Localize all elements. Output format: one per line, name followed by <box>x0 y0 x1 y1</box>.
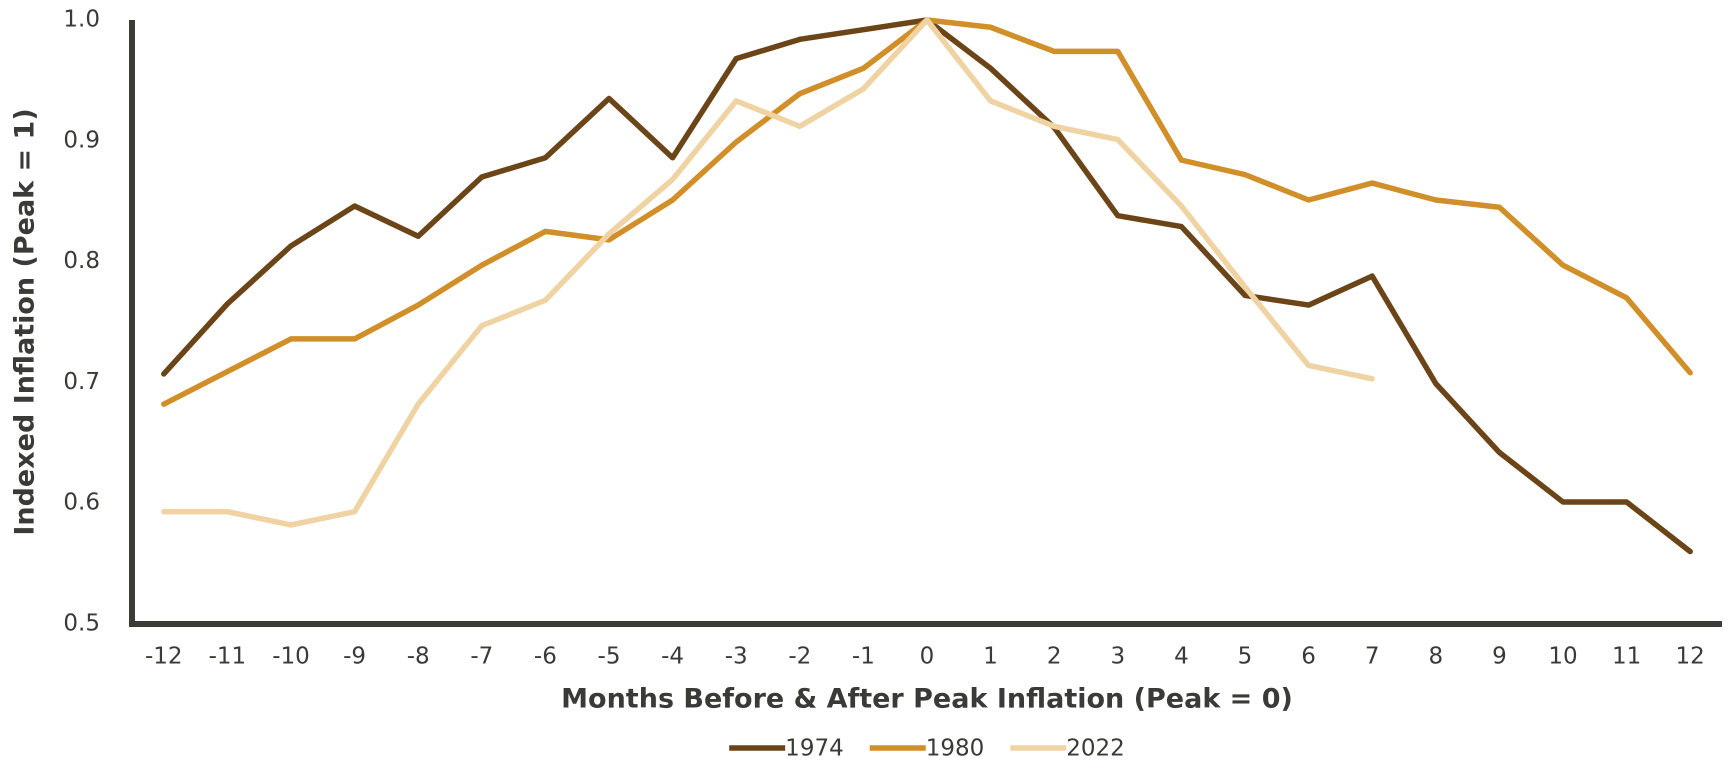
x-tick-label: -3 <box>725 644 748 670</box>
x-tick-label: -9 <box>343 644 366 670</box>
legend-label: 1974 <box>785 736 844 761</box>
y-tick-label: 0.6 <box>63 490 100 516</box>
x-tick-label: -8 <box>407 644 430 670</box>
x-tick-label: 12 <box>1676 644 1705 670</box>
x-tick-label: -4 <box>661 644 684 670</box>
line-series <box>161 17 1693 407</box>
y-axis-title: Indexed Inflation (Peak = 1) <box>10 108 41 535</box>
x-tick-label: -10 <box>272 644 310 670</box>
y-tick-label: 0.9 <box>63 127 100 153</box>
x-tick-label: -6 <box>534 644 557 670</box>
x-tick-label: 5 <box>1238 644 1253 670</box>
x-tick-label: 2 <box>1047 644 1062 670</box>
x-tick-label: -2 <box>788 644 811 670</box>
x-tick-label: 4 <box>1174 644 1189 670</box>
x-tick-label: -5 <box>598 644 621 670</box>
x-tick-label: 7 <box>1365 644 1380 670</box>
x-tick-label: 8 <box>1428 644 1443 670</box>
x-tick-label: 9 <box>1492 644 1507 670</box>
line-series <box>161 17 1693 555</box>
x-axis-title: Months Before & After Peak Inflation (Pe… <box>561 684 1293 715</box>
y-tick-label: 1.0 <box>63 7 100 33</box>
x-tick-label: -1 <box>852 644 875 670</box>
x-tick-label: 10 <box>1548 644 1577 670</box>
legend-label: 2022 <box>1066 736 1125 761</box>
x-tick-label: -11 <box>209 644 247 670</box>
x-tick-label: 0 <box>920 644 935 670</box>
x-tick-label: -12 <box>145 644 183 670</box>
x-tick-label: 3 <box>1110 644 1125 670</box>
y-tick-label: 0.8 <box>63 248 100 274</box>
legend-label: 1980 <box>926 736 985 761</box>
y-tick-label: 0.7 <box>63 369 100 395</box>
x-tick-label: 6 <box>1301 644 1316 670</box>
x-tick-label: 1 <box>983 644 998 670</box>
y-tick-label: 0.5 <box>63 611 100 637</box>
legend: 1974 1980 2022 <box>729 736 1125 761</box>
line-series <box>161 17 1375 528</box>
x-tick-label: 11 <box>1612 644 1641 670</box>
x-tick-label: -7 <box>470 644 493 670</box>
